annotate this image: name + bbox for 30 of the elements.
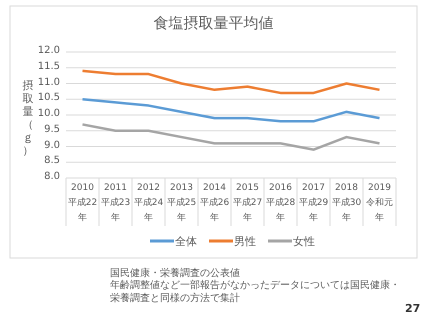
y-tick-label: 9.0 [44,140,60,150]
text: 年齢調整値など一部報告がなかったデータについては国民健康・栄養調査と同様の方法で集計 [110,279,400,305]
legend-label: 男性 [234,234,256,249]
y-tick-label: 8.5 [43,155,60,166]
x-tick-label: 2019 令和元年 [365,182,394,225]
x-tick-label: 2016 平成28年 [265,182,296,225]
x-tick-label: 2012 平成24年 [133,182,164,225]
y-tick-label: 8.0 [43,171,60,182]
x-tick-label: 2011 平成23年 [100,182,131,225]
line-series [81,70,381,94]
x-tick-label: 2013 平成25年 [166,182,197,225]
text: 国民健康・栄養調査の公表値 [110,266,240,280]
legend-label: 全体 [175,234,197,249]
chart-title: 食塩摂取量平均値 [152,14,274,33]
x-tick-label: 2010 平成22年 [67,182,98,225]
y-tick-label: 10.5 [38,92,60,104]
x-tick-label: 2014 平成26年 [199,182,230,225]
line-series [81,98,381,123]
y-tick-label: 12.0 [36,45,60,56]
text: 27 [405,302,420,315]
y-tick-label: 9.5 [44,124,60,135]
y-axis-title: 摂取量（ｇ） [22,79,34,157]
y-tick-label: 10.0 [38,108,60,119]
line-series [81,123,381,151]
x-tick-label: 2015 平成27年 [232,182,263,225]
y-tick-label: 11.0 [38,76,60,88]
x-tick-label: 2018 平成30年 [331,182,362,225]
y-tick-label: 11.5 [36,60,60,72]
x-tick-label: 2017 平成29年 [298,182,329,225]
legend-label: 女性 [293,234,315,249]
